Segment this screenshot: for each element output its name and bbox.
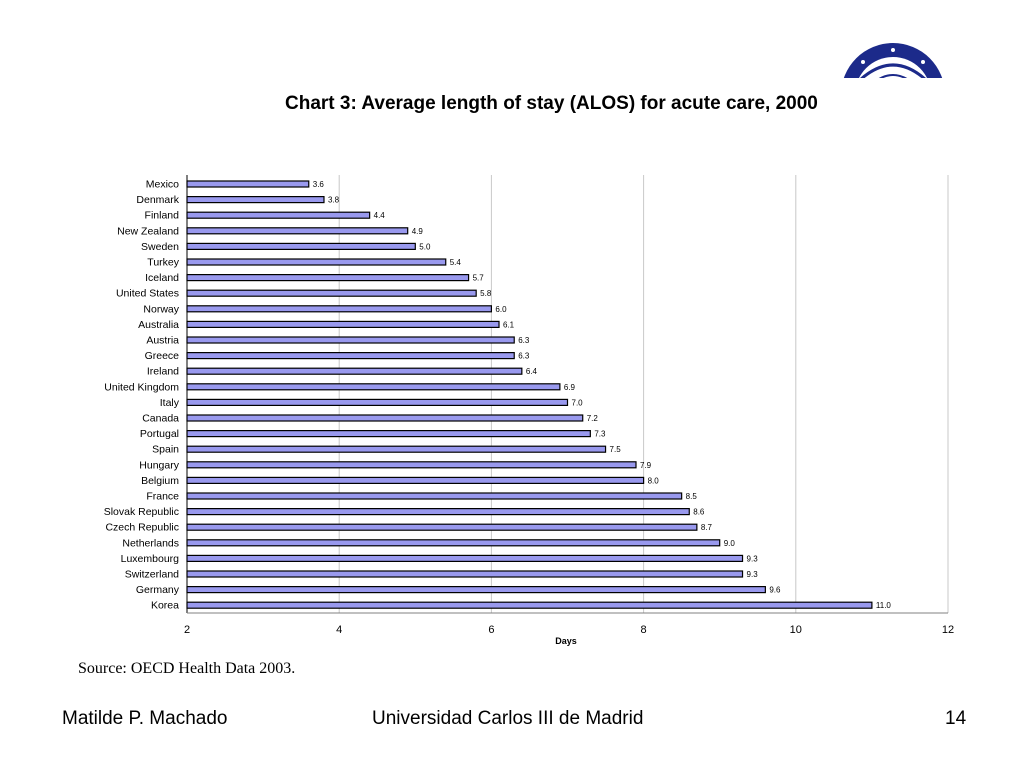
x-tick-label: 4 bbox=[336, 624, 342, 636]
category-label: Switzerland bbox=[125, 569, 179, 581]
category-label: Australia bbox=[138, 319, 179, 331]
data-label: 8.7 bbox=[701, 523, 713, 532]
category-label: United States bbox=[116, 288, 179, 300]
category-label: Sweden bbox=[141, 241, 179, 253]
bar bbox=[186, 336, 515, 344]
data-label: 4.9 bbox=[412, 227, 424, 236]
data-label: 8.0 bbox=[648, 476, 660, 485]
data-label: 6.3 bbox=[518, 336, 530, 345]
category-label: Portugal bbox=[140, 428, 179, 440]
category-label: Slovak Republic bbox=[104, 506, 179, 518]
data-label: 9.3 bbox=[747, 554, 759, 563]
category-label: Denmark bbox=[136, 194, 179, 206]
data-label: 5.7 bbox=[473, 274, 485, 283]
data-label: 9.6 bbox=[769, 586, 781, 595]
bar-chart: 2 4 6 8 10 12 Mexico 3.6 Denmark 3.8 Finland 4.4 New… bbox=[104, 175, 954, 646]
data-label: 6.1 bbox=[503, 320, 515, 329]
data-label: 9.0 bbox=[724, 539, 736, 548]
footer-author: Matilde P. Machado bbox=[62, 708, 228, 729]
category-label: Hungary bbox=[139, 459, 179, 471]
bar bbox=[186, 445, 607, 453]
bar bbox=[186, 570, 744, 578]
category-label: Turkey bbox=[147, 257, 179, 269]
bar bbox=[186, 523, 698, 531]
x-tick-label: 10 bbox=[790, 624, 802, 636]
category-label: Czech Republic bbox=[105, 522, 179, 534]
chart-title: Chart 3: Average length of stay (ALOS) f… bbox=[285, 93, 818, 114]
bar bbox=[186, 227, 409, 235]
x-tick-label: 12 bbox=[942, 624, 954, 636]
data-label: 8.5 bbox=[686, 492, 698, 501]
bar bbox=[186, 383, 561, 391]
data-label: 5.8 bbox=[480, 289, 492, 298]
x-tick-label: 2 bbox=[184, 624, 190, 636]
category-label: Norway bbox=[143, 303, 179, 315]
x-tick-label: 8 bbox=[641, 624, 647, 636]
data-label: 7.9 bbox=[640, 461, 652, 470]
data-label: 9.3 bbox=[747, 570, 759, 579]
category-label: Korea bbox=[151, 600, 179, 612]
bar bbox=[186, 461, 637, 469]
category-label: United Kingdom bbox=[104, 381, 179, 393]
x-tick-label: 6 bbox=[488, 624, 494, 636]
bar bbox=[186, 320, 500, 328]
bar bbox=[186, 274, 470, 282]
category-label: Belgium bbox=[141, 475, 179, 487]
bar bbox=[186, 476, 645, 484]
bar bbox=[186, 305, 492, 313]
data-label: 6.4 bbox=[526, 367, 538, 376]
bar bbox=[186, 367, 523, 375]
category-label: Austria bbox=[146, 335, 179, 347]
category-label: New Zealand bbox=[117, 225, 179, 237]
category-label: Mexico bbox=[146, 179, 179, 191]
bar bbox=[186, 539, 721, 547]
category-label: Canada bbox=[142, 413, 179, 425]
bar bbox=[186, 492, 683, 500]
category-label: Germany bbox=[136, 584, 180, 596]
bar bbox=[186, 398, 569, 406]
bar bbox=[186, 242, 416, 250]
bar bbox=[186, 289, 477, 297]
bar bbox=[186, 180, 310, 188]
category-label: Finland bbox=[145, 210, 180, 222]
data-label: 7.5 bbox=[610, 445, 622, 454]
university-logo bbox=[838, 40, 948, 78]
category-label: Ireland bbox=[147, 366, 179, 378]
bar bbox=[186, 211, 371, 219]
data-label: 6.9 bbox=[564, 383, 576, 392]
data-label: 7.0 bbox=[572, 398, 584, 407]
data-label: 3.6 bbox=[313, 180, 325, 189]
bar bbox=[186, 508, 690, 516]
data-label: 3.8 bbox=[328, 196, 340, 205]
footer-university: Universidad Carlos III de Madrid bbox=[372, 708, 644, 729]
category-label: Italy bbox=[160, 397, 180, 409]
data-label: 11.0 bbox=[876, 601, 892, 610]
data-label: 4.4 bbox=[374, 211, 386, 220]
data-label: 7.3 bbox=[594, 430, 606, 439]
footer-page-number: 14 bbox=[945, 708, 967, 729]
bar bbox=[186, 554, 744, 563]
category-label: France bbox=[146, 491, 179, 503]
bar bbox=[186, 601, 873, 609]
category-label: Greece bbox=[145, 350, 180, 362]
bar bbox=[186, 585, 766, 594]
category-label: Luxembourg bbox=[121, 553, 180, 565]
bar bbox=[186, 258, 447, 266]
data-label: 7.2 bbox=[587, 414, 599, 423]
bar bbox=[186, 430, 591, 438]
source-note: Source: OECD Health Data 2003. bbox=[78, 660, 296, 677]
data-label: 6.0 bbox=[495, 305, 507, 314]
data-label: 5.0 bbox=[419, 242, 431, 251]
category-label: Spain bbox=[152, 444, 179, 456]
bar bbox=[186, 196, 325, 204]
bar bbox=[186, 352, 515, 360]
category-label: Iceland bbox=[145, 272, 179, 284]
data-label: 5.4 bbox=[450, 258, 462, 267]
x-axis-label: Days bbox=[555, 636, 577, 646]
data-label: 6.3 bbox=[518, 352, 530, 361]
bar bbox=[186, 414, 584, 422]
data-label: 8.6 bbox=[693, 508, 705, 517]
category-label: Netherlands bbox=[122, 537, 179, 549]
